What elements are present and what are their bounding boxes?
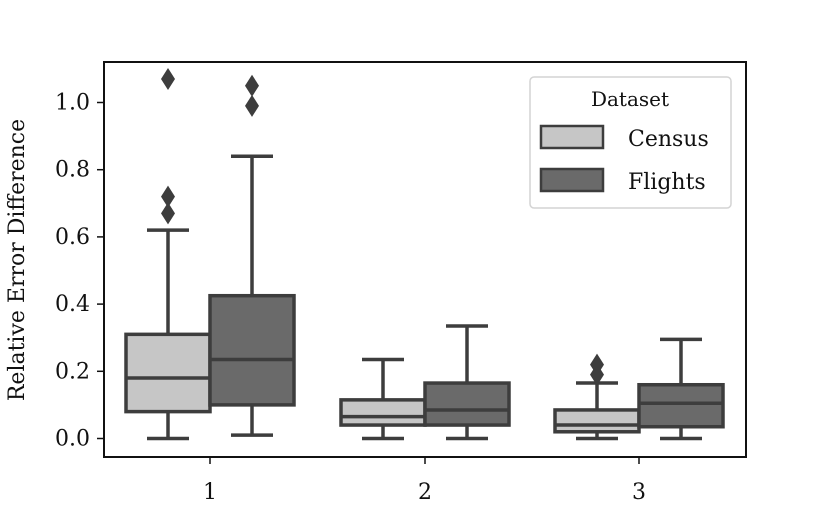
box	[124, 332, 212, 414]
y-tick-label: 0.8	[55, 158, 90, 183]
y-tick-label: 0.6	[55, 225, 90, 250]
box	[208, 293, 296, 407]
plot-marks	[124, 67, 725, 441]
x-axis: 1 2 3	[203, 457, 646, 505]
outlier-marker	[161, 202, 175, 225]
legend-label-flights: Flights	[628, 170, 706, 195]
y-tick-label: 0.2	[55, 359, 90, 384]
outlier-marker	[161, 185, 175, 208]
box-group-census-3	[553, 353, 641, 441]
outlier-marker	[161, 67, 175, 90]
y-tick-label: 0.4	[55, 292, 90, 317]
box-group-flights-3	[637, 337, 725, 441]
y-tick-label: 0.0	[55, 427, 90, 452]
outlier-marker	[590, 353, 604, 376]
outlier-marker	[245, 94, 259, 117]
x-tick-label: 3	[632, 480, 646, 505]
box-group-census-2	[339, 357, 427, 441]
box	[339, 398, 427, 427]
y-tick-label: 1.0	[55, 91, 90, 116]
box-group-flights-2	[423, 324, 511, 441]
outlier-marker	[245, 74, 259, 97]
y-axis-label: Relative Error Difference	[5, 119, 30, 401]
box	[553, 408, 641, 434]
legend-swatch-census	[539, 124, 605, 150]
legend-swatch-flights	[539, 167, 605, 193]
box	[637, 382, 725, 429]
x-tick-label: 1	[203, 480, 217, 505]
box	[423, 381, 511, 427]
legend: Dataset Census Flights	[529, 76, 732, 209]
legend-title: Dataset	[591, 87, 669, 111]
legend-label-census: Census	[628, 127, 709, 152]
x-tick-label: 2	[418, 480, 432, 505]
y-axis: 0.0 0.2 0.4 0.6 0.8 1.0	[55, 91, 104, 452]
box-group-flights-1	[208, 74, 296, 437]
box-group-census-1	[124, 67, 212, 441]
